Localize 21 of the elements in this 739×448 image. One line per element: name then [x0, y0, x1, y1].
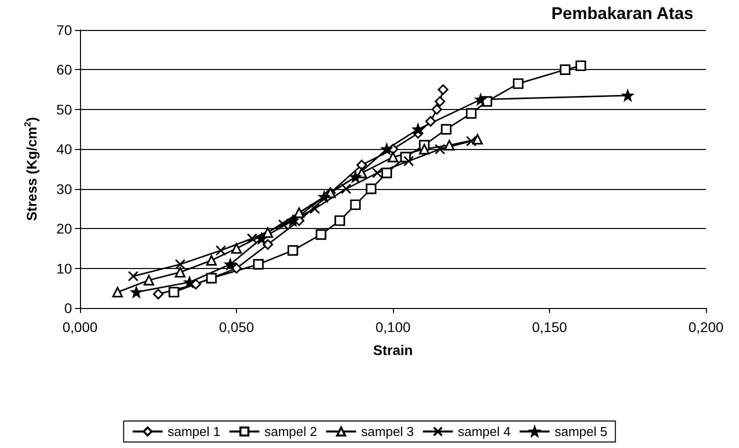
chart-title: Pembakaran Atas [551, 4, 694, 23]
y-tick-label: 10 [56, 260, 72, 276]
legend-label: sampel 1 [168, 424, 220, 439]
y-tick-label: 40 [56, 141, 72, 158]
legend-label: sampel 5 [554, 424, 608, 439]
legend-label: sampel 4 [458, 424, 511, 439]
legend-label: sampel 2 [264, 424, 318, 439]
x-tick-label: 0,050 [218, 319, 254, 335]
legend-label: sampel 3 [361, 424, 414, 439]
y-tick-label: 20 [56, 220, 72, 237]
x-tick-label: 0,150 [532, 319, 568, 335]
y-tick-label: 70 [56, 22, 72, 38]
x-tick-label: 0,000 [62, 319, 98, 335]
y-tick-label: 0 [64, 300, 72, 316]
x-tick-label: 0,100 [375, 319, 411, 335]
y-tick-label: 60 [56, 62, 72, 78]
y-tick-label: 50 [56, 101, 72, 118]
y-axis-title: Stress (Kg/cm2) [22, 117, 40, 221]
y-tick-label: 30 [56, 180, 72, 197]
x-axis-title: Strain [373, 342, 413, 358]
x-tick-label: 0,200 [688, 319, 724, 335]
